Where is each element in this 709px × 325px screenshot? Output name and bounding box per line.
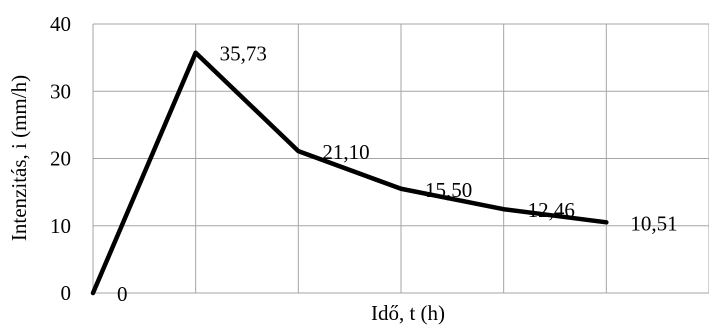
y-tick-label-30: 30: [50, 79, 71, 103]
x-axis-title: Idő, t (h): [371, 301, 445, 325]
data-labels: 0 35,73 21,10 15,50 12,46 10,51: [117, 42, 678, 306]
data-label-5: 10,51: [630, 211, 677, 235]
y-axis-ticks: 0 10 20 30 40: [50, 12, 71, 305]
data-label-3: 15,50: [425, 178, 472, 202]
y-tick-label-20: 20: [50, 147, 71, 171]
data-label-4: 12,46: [528, 198, 575, 222]
y-tick-label-40: 40: [50, 12, 71, 36]
y-axis-title: Intenzitás, i (mm/h): [7, 75, 31, 241]
data-label-2: 21,10: [322, 140, 369, 164]
y-tick-label-0: 0: [61, 281, 72, 305]
series-line: [90, 50, 609, 296]
y-tick-label-10: 10: [50, 214, 71, 238]
gridlines: [92, 23, 709, 294]
data-label-1: 35,73: [220, 42, 267, 66]
data-label-0: 0: [117, 282, 128, 306]
